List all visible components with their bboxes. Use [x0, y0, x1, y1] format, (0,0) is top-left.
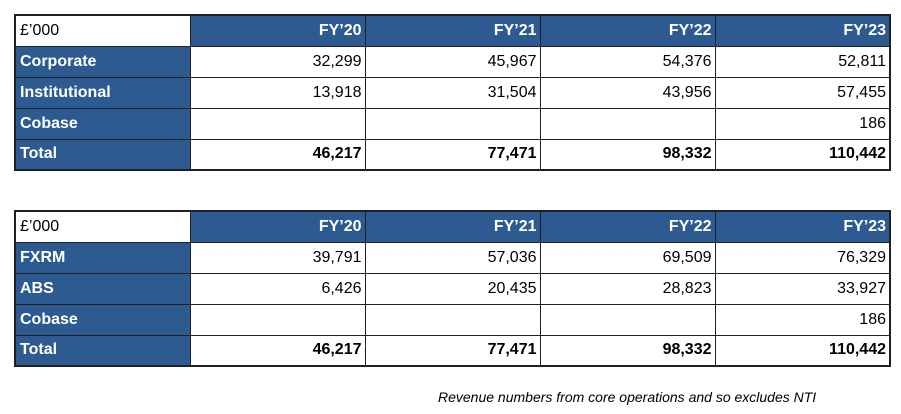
value-cell — [364, 303, 541, 336]
total-row: Total 46,217 77,471 98,332 110,442 — [14, 334, 891, 367]
header-fy21: FY’21 — [364, 14, 541, 47]
revenue-by-segment-table: £’000 FY’20 FY’21 FY’22 FY’23 Corporate … — [14, 14, 891, 171]
total-cell: 110,442 — [714, 334, 891, 367]
value-cell: 54,376 — [539, 45, 716, 78]
row-label: Institutional — [14, 76, 191, 109]
header-row: £’000 FY’20 FY’21 FY’22 FY’23 — [14, 14, 891, 47]
value-cell: 186 — [714, 303, 891, 336]
value-cell: 33,927 — [714, 272, 891, 305]
total-cell: 77,471 — [364, 138, 541, 171]
header-fy20: FY’20 — [189, 14, 366, 47]
header-fy22: FY’22 — [539, 210, 716, 243]
total-cell: 46,217 — [189, 334, 366, 367]
value-cell — [189, 107, 366, 140]
row-label: Cobase — [14, 303, 191, 336]
row-label: Total — [14, 334, 191, 367]
header-row: £’000 FY’20 FY’21 FY’22 FY’23 — [14, 210, 891, 243]
value-cell: 43,956 — [539, 76, 716, 109]
value-cell: 39,791 — [189, 241, 366, 274]
value-cell: 57,455 — [714, 76, 891, 109]
value-cell: 76,329 — [714, 241, 891, 274]
value-cell: 32,299 — [189, 45, 366, 78]
value-cell — [539, 107, 716, 140]
total-cell: 110,442 — [714, 138, 891, 171]
total-row: Total 46,217 77,471 98,332 110,442 — [14, 138, 891, 171]
value-cell: 31,504 — [364, 76, 541, 109]
value-cell: 28,823 — [539, 272, 716, 305]
value-cell — [539, 303, 716, 336]
footnote: Revenue numbers from core operations and… — [438, 389, 817, 405]
table-row: Cobase 186 — [14, 107, 891, 140]
value-cell: 45,967 — [364, 45, 541, 78]
header-fy23: FY’23 — [714, 210, 891, 243]
table-row: Cobase 186 — [14, 303, 891, 336]
value-cell: 20,435 — [364, 272, 541, 305]
header-fy20: FY’20 — [189, 210, 366, 243]
value-cell: 6,426 — [189, 272, 366, 305]
table-row: Institutional 13,918 31,504 43,956 57,45… — [14, 76, 891, 109]
total-cell: 46,217 — [189, 138, 366, 171]
value-cell: 186 — [714, 107, 891, 140]
value-cell: 69,509 — [539, 241, 716, 274]
value-cell: 57,036 — [364, 241, 541, 274]
value-cell — [189, 303, 366, 336]
header-fy23: FY’23 — [714, 14, 891, 47]
total-cell: 98,332 — [539, 334, 716, 367]
total-cell: 77,471 — [364, 334, 541, 367]
table-row: ABS 6,426 20,435 28,823 33,927 — [14, 272, 891, 305]
value-cell: 13,918 — [189, 76, 366, 109]
value-cell: 52,811 — [714, 45, 891, 78]
row-label: Corporate — [14, 45, 191, 78]
unit-cell: £’000 — [14, 210, 191, 243]
revenue-by-product-table: £’000 FY’20 FY’21 FY’22 FY’23 FXRM 39,79… — [14, 210, 891, 367]
table-row: Corporate 32,299 45,967 54,376 52,811 — [14, 45, 891, 78]
value-cell — [364, 107, 541, 140]
header-fy21: FY’21 — [364, 210, 541, 243]
row-label: FXRM — [14, 241, 191, 274]
row-label: ABS — [14, 272, 191, 305]
row-label: Cobase — [14, 107, 191, 140]
unit-cell: £’000 — [14, 14, 191, 47]
row-label: Total — [14, 138, 191, 171]
total-cell: 98,332 — [539, 138, 716, 171]
header-fy22: FY’22 — [539, 14, 716, 47]
table-row: FXRM 39,791 57,036 69,509 76,329 — [14, 241, 891, 274]
